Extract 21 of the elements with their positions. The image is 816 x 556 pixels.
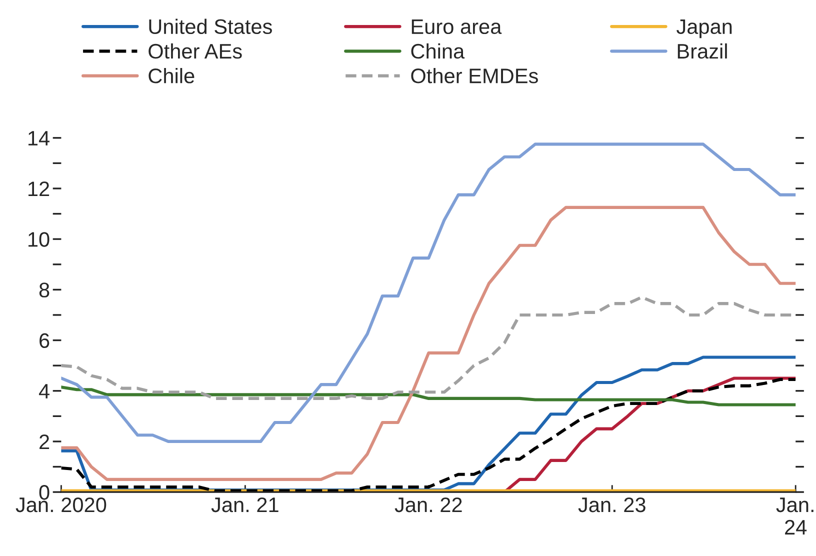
legend-label: Euro area	[412, 20, 502, 34]
y-tick-label: 0	[39, 485, 50, 500]
legend-label: Japan	[676, 20, 732, 38]
legend-label: Other AEs	[148, 43, 242, 59]
y-tick-label: 6	[40, 333, 50, 348]
x-tick-label: Jan. 24	[776, 498, 814, 534]
legend-label: China	[411, 43, 465, 59]
x-tick-label: Jan. 2020	[16, 497, 106, 512]
y-tick-label: 4	[38, 384, 50, 398]
x-tick-label: Jan. 22	[394, 497, 462, 512]
x-tick-label: Jan. 21	[211, 497, 278, 512]
y-tick-label: 8	[39, 282, 50, 298]
x-tick-label: Jan. 23	[578, 497, 646, 512]
legend-label: Brazil	[678, 43, 727, 59]
legend-label: Other EMDEs	[411, 68, 538, 84]
legend-label: United States	[149, 18, 272, 34]
y-tick-label: 2	[40, 434, 50, 450]
y-tick-label: 10	[28, 232, 50, 247]
y-tick-label: 14	[28, 131, 50, 146]
legend-label: Chile	[148, 68, 194, 84]
y-tick-label: 12	[28, 181, 50, 196]
